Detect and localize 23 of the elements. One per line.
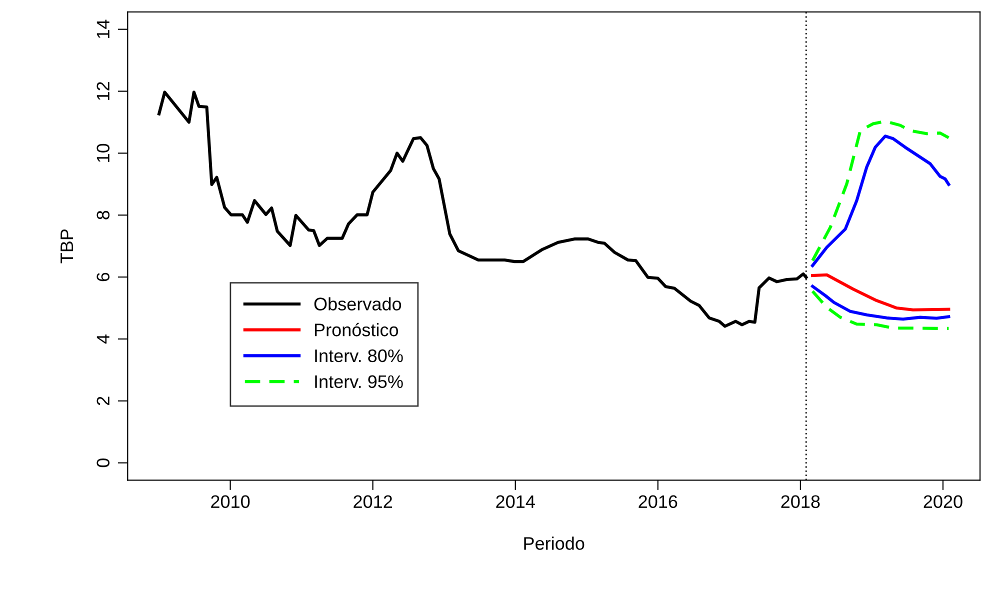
y-tick-label: 12	[96, 82, 110, 100]
x-tick-label: 2018	[781, 495, 820, 508]
legend-label: Interv. 80%	[315, 349, 403, 362]
x-tick-label: 2010	[211, 495, 250, 508]
y-axis-title: TBP	[60, 229, 74, 264]
x-tick-label: 2020	[924, 495, 962, 508]
legend-label: Pronóstico	[314, 322, 398, 336]
y-tick-label: 4	[96, 334, 110, 344]
y-tick-label: 10	[96, 144, 110, 162]
legend-label: Interv. 95%	[315, 375, 403, 388]
line-series	[811, 273, 950, 312]
line-series	[811, 290, 950, 330]
x-tick-label: 2012	[354, 495, 392, 508]
legend-label: Observado	[314, 297, 402, 310]
y-tick-label: 8	[96, 210, 110, 220]
line-series	[811, 284, 950, 321]
y-tick-label: 2	[96, 396, 110, 406]
y-tick-label: 0	[96, 458, 110, 468]
x-axis-title: Periodo	[524, 536, 584, 550]
y-tick-label: 14	[96, 20, 110, 38]
x-tick-label: 2016	[638, 495, 678, 508]
x-tick-label: 2014	[496, 495, 535, 508]
y-tick-label: 6	[96, 272, 110, 282]
